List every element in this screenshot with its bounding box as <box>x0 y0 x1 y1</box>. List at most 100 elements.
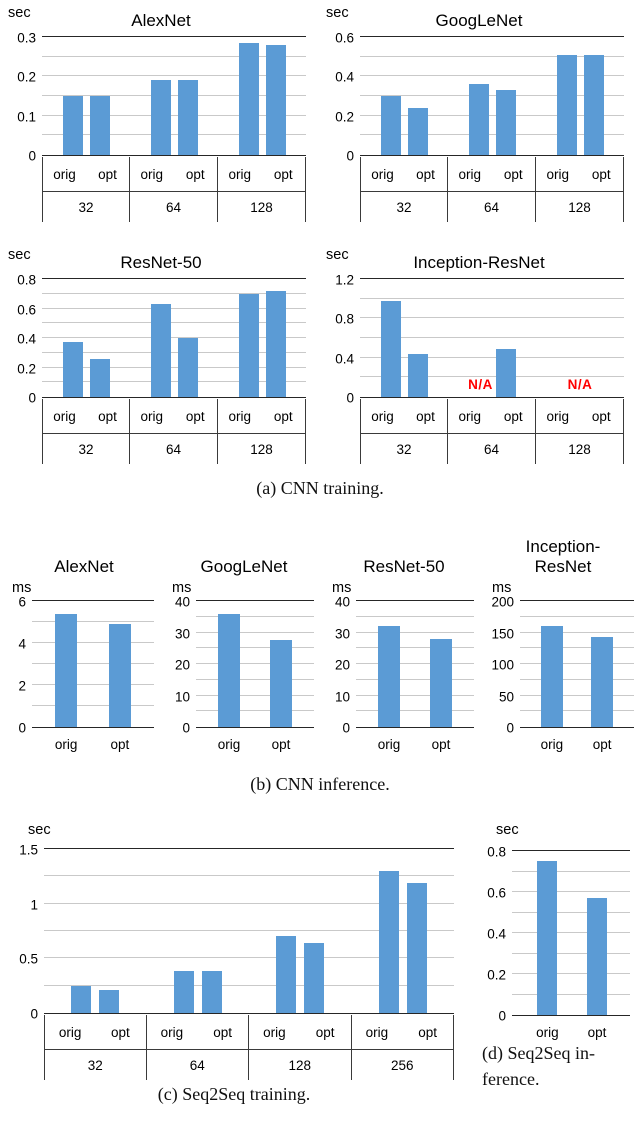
bar <box>556 54 577 155</box>
gridline <box>356 663 474 664</box>
series-label: opt <box>591 408 611 424</box>
x-category-label: opt <box>271 737 291 752</box>
gridline <box>520 647 634 649</box>
gridline <box>44 930 454 931</box>
gridline <box>44 902 454 904</box>
bar <box>150 304 171 397</box>
y-tick-label: 2 <box>18 678 26 694</box>
series-label-cell: orig opt <box>218 157 306 191</box>
y-tick-label: 0 <box>30 1006 38 1022</box>
y-tick-label: 0 <box>28 148 36 164</box>
bar <box>406 882 427 1013</box>
y-tick-label: 40 <box>174 594 190 610</box>
x-category-label: orig <box>536 1025 559 1040</box>
bar <box>265 44 286 155</box>
category-cell: 32 <box>360 434 448 464</box>
y-tick-label: 150 <box>491 626 514 641</box>
category-label: 128 <box>568 441 591 457</box>
gridline <box>44 875 454 877</box>
series-label: orig <box>53 166 76 182</box>
y-tick-label: 0.8 <box>487 844 506 860</box>
plot-area <box>32 600 154 728</box>
plot-area <box>196 600 314 728</box>
y-tick-label: 0.4 <box>335 351 354 367</box>
na-label: N/A <box>468 377 493 392</box>
series-label: orig <box>228 166 251 182</box>
gridline <box>42 55 306 57</box>
bar <box>238 293 259 397</box>
bar <box>238 42 259 155</box>
gridline <box>360 114 624 116</box>
bar <box>62 96 83 155</box>
category-label-row: 32 64 128 <box>360 192 624 222</box>
series-label: opt <box>503 166 523 182</box>
category-label: 128 <box>250 199 273 215</box>
y-tick-label: 20 <box>334 657 350 673</box>
series-label: opt <box>185 166 205 182</box>
gridline <box>512 952 630 954</box>
bar <box>177 338 198 397</box>
gridline <box>196 710 314 712</box>
series-label: orig <box>263 1024 286 1040</box>
y-tick-label: 0.4 <box>335 69 354 85</box>
category-label-row: 32 64 128 256 <box>44 1050 454 1080</box>
category-label: 64 <box>483 199 500 215</box>
y-tick-label: 1.2 <box>335 272 354 288</box>
series-label-cell: orig opt <box>218 399 306 433</box>
gridline <box>42 134 306 136</box>
series-label: opt <box>213 1024 233 1040</box>
gridline <box>360 356 624 358</box>
category-cell: 128 <box>218 192 306 222</box>
y-tick-label: 1.5 <box>19 842 38 858</box>
category-cell: 32 <box>44 1050 147 1080</box>
gridline <box>42 366 306 368</box>
series-label-cell: orig opt <box>352 1015 454 1049</box>
gridline <box>512 911 630 913</box>
gridline <box>32 684 154 685</box>
y-tick-label: 0.6 <box>335 30 354 46</box>
plot-area <box>42 36 306 156</box>
category-label: 64 <box>189 1057 205 1073</box>
bar <box>201 971 222 1013</box>
y-tick-label: 0 <box>182 720 190 736</box>
bar <box>218 613 241 727</box>
series-label: opt <box>185 408 205 424</box>
y-axis-unit: ms <box>332 580 352 596</box>
y-tick-label: 100 <box>491 657 514 673</box>
gridline <box>44 957 454 959</box>
series-label: opt <box>315 1024 335 1040</box>
category-cell: 64 <box>130 192 218 222</box>
category-cell: 64 <box>448 192 536 222</box>
bar <box>495 90 516 155</box>
caption-cnn-training: (a) CNN training. <box>256 478 384 498</box>
gridline <box>356 678 474 680</box>
category-cell: 32 <box>42 192 130 222</box>
bar <box>89 96 110 155</box>
series-label: orig <box>58 1024 82 1040</box>
y-tick-label: 6 <box>18 594 26 610</box>
y-tick-label: 0 <box>28 390 36 406</box>
gridline <box>520 678 634 680</box>
chart-title: ResNet-50 <box>120 253 202 273</box>
category-label-row: 32 64 128 <box>360 434 624 464</box>
category-label: 32 <box>78 441 94 457</box>
category-cell: 128 <box>536 434 624 464</box>
bar <box>583 54 604 155</box>
gridline <box>512 891 630 892</box>
caption-seq2seq-training: (c) Seq2Seq training. <box>157 1084 311 1104</box>
y-tick-label: 0.2 <box>17 361 36 376</box>
series-label: orig <box>546 166 569 182</box>
gridline <box>196 647 314 649</box>
gridline <box>512 973 630 974</box>
x-axis-table: orig opt orig opt orig opt 32 64 128 <box>42 399 306 464</box>
category-label: 128 <box>568 199 591 215</box>
bar <box>99 990 120 1013</box>
series-label: orig <box>371 408 394 424</box>
bar <box>269 640 292 727</box>
gridline <box>520 631 634 633</box>
series-label: orig <box>458 408 481 424</box>
series-label-row: orig opt orig opt orig opt <box>360 399 624 434</box>
bar <box>150 80 171 155</box>
bar <box>537 861 558 1015</box>
gridline <box>42 75 306 77</box>
